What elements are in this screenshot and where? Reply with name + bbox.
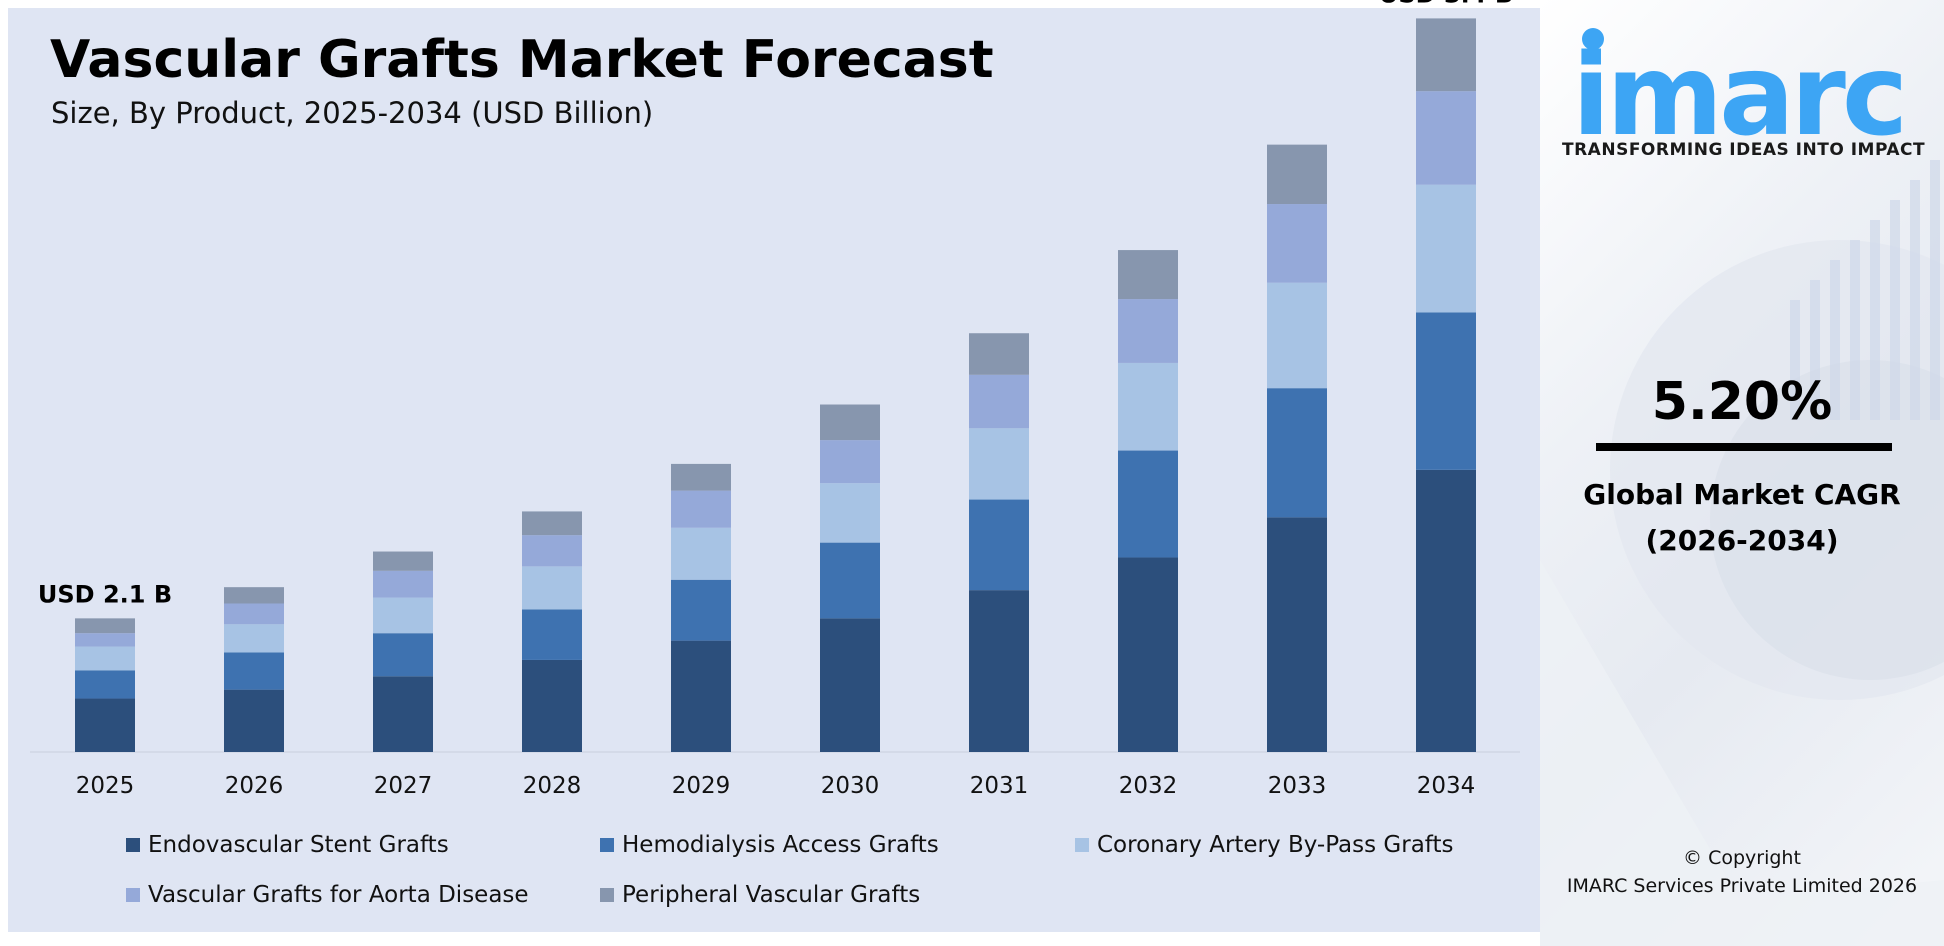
- bar-segment-2030-4: [820, 440, 880, 484]
- bar-segment-2028-4: [522, 535, 582, 567]
- bar-segment-2027-2: [373, 633, 433, 677]
- chart-subtitle: Size, By Product, 2025-2034 (USD Billion…: [51, 96, 654, 130]
- side-panel: imarc TRANSFORMING IDEAS INTO IMPACT 5.2…: [1540, 0, 1944, 946]
- x-tick-label: 2028: [523, 773, 582, 799]
- bar-segment-2031-2: [969, 499, 1029, 591]
- bar-segment-2026-5: [224, 587, 284, 604]
- stacked-bar-chart: 2025 2026 2027 2028 2029 2030 2031 2032 2033 2034…: [30, 0, 1520, 799]
- bar-segment-2025-3: [75, 646, 135, 671]
- x-tick-label: 2033: [1268, 773, 1327, 799]
- bar-segment-2026-2: [224, 652, 284, 690]
- bar-segment-2027-3: [373, 597, 433, 634]
- bar-segment-2028-3: [522, 566, 582, 610]
- x-tick-label: 2029: [672, 773, 731, 799]
- cagr-value: 5.20%: [1651, 372, 1833, 432]
- bar-segment-2027-1: [373, 676, 433, 752]
- bar-segment-2027-5: [373, 551, 433, 571]
- bar-segment-2033-1: [1267, 517, 1327, 752]
- bar-segment-2032-3: [1118, 362, 1178, 451]
- cagr-divider: [1596, 443, 1892, 451]
- copyright-line-1: © Copyright: [1683, 847, 1801, 869]
- bar-segment-2030-3: [820, 483, 880, 543]
- cagr-label-line-1: Global Market CAGR: [1583, 478, 1901, 511]
- legend-label: Peripheral Vascular Grafts: [622, 882, 921, 908]
- cagr-label-line-2: (2026-2034): [1645, 524, 1839, 557]
- legend-item-1: Endovascular Stent Grafts: [126, 832, 449, 858]
- cagr-label: Global Market CAGR (2026-2034): [1540, 472, 1944, 564]
- bar-segment-2034-5: [1416, 18, 1476, 92]
- bar-segment-2029-5: [671, 463, 731, 491]
- legend-swatch: [600, 838, 614, 852]
- bar-segment-2032-2: [1118, 450, 1178, 558]
- bar-segment-2034-2: [1416, 312, 1476, 470]
- legend-item-5: Peripheral Vascular Grafts: [600, 882, 920, 908]
- bar-segment-2026-4: [224, 603, 284, 625]
- logo-text: imarc: [1572, 31, 1908, 161]
- bar-segment-2028-1: [522, 659, 582, 752]
- legend-label: Hemodialysis Access Grafts: [622, 832, 939, 858]
- x-tick-label: 2031: [970, 773, 1029, 799]
- bar-segment-2032-5: [1118, 250, 1178, 300]
- x-tick-label: 2034: [1417, 773, 1476, 799]
- bar-segment-2030-2: [820, 542, 880, 619]
- bar-segment-2034-4: [1416, 91, 1476, 185]
- bar-segment-2031-3: [969, 428, 1029, 500]
- bar-segment-2030-1: [820, 618, 880, 752]
- x-tick-label: 2032: [1119, 773, 1178, 799]
- x-tick-label: 2025: [76, 773, 135, 799]
- legend-label: Vascular Grafts for Aorta Disease: [148, 882, 529, 908]
- bar-segment-2027-4: [373, 570, 433, 598]
- bar-segment-2026-1: [224, 689, 284, 752]
- logo-tagline: TRANSFORMING IDEAS INTO IMPACT: [1562, 140, 1926, 160]
- total-annotation-2034: USD 3.4 B: [1379, 0, 1513, 8]
- legend-swatch: [126, 838, 140, 852]
- legend-swatch: [126, 888, 140, 902]
- bar-segment-2029-3: [671, 527, 731, 580]
- bar-segment-2034-1: [1416, 469, 1476, 752]
- bar-segment-2028-5: [522, 511, 582, 536]
- x-tick-label: 2026: [225, 773, 284, 799]
- x-tick-label: 2027: [374, 773, 433, 799]
- total-annotation-2025: USD 2.1 B: [38, 580, 172, 608]
- bar-segment-2026-3: [224, 624, 284, 653]
- legend-item-3: Coronary Artery By-Pass Grafts: [1075, 832, 1454, 858]
- chart-title: Vascular Grafts Market Forecast: [50, 30, 994, 90]
- x-tick-label: 2030: [821, 773, 880, 799]
- bar-segment-2033-2: [1267, 388, 1327, 518]
- bar-segment-2025-5: [75, 618, 135, 634]
- copyright: © Copyright IMARC Services Private Limit…: [1540, 844, 1944, 900]
- bar-segment-2025-1: [75, 698, 135, 752]
- bar-segment-2031-4: [969, 374, 1029, 429]
- bar-segment-2033-5: [1267, 144, 1327, 205]
- bar-segment-2034-3: [1416, 184, 1476, 313]
- bar-segment-2033-4: [1267, 204, 1327, 283]
- legend-item-2: Hemodialysis Access Grafts: [600, 832, 939, 858]
- bar-segment-2030-5: [820, 404, 880, 441]
- legend-swatch: [600, 888, 614, 902]
- legend-label: Coronary Artery By-Pass Grafts: [1097, 832, 1454, 858]
- legend-label: Endovascular Stent Grafts: [148, 832, 449, 858]
- bar-segment-2033-3: [1267, 282, 1327, 389]
- bar-segment-2032-4: [1118, 299, 1178, 363]
- legend-swatch: [1075, 838, 1089, 852]
- bar-segment-2031-5: [969, 333, 1029, 375]
- bar-segment-2025-4: [75, 633, 135, 647]
- logo-dot-icon: [1582, 28, 1604, 50]
- bar-segment-2029-1: [671, 640, 731, 752]
- bar-segment-2032-1: [1118, 557, 1178, 752]
- bar-segment-2029-2: [671, 579, 731, 641]
- background-decoration: [1540, 160, 1944, 946]
- legend-item-4: Vascular Grafts for Aorta Disease: [126, 882, 529, 908]
- bar-segment-2029-4: [671, 490, 731, 528]
- copyright-line-2: IMARC Services Private Limited 2026: [1566, 875, 1918, 897]
- bar-segment-2025-2: [75, 670, 135, 699]
- bar-segment-2031-1: [969, 590, 1029, 752]
- bar-segment-2028-2: [522, 609, 582, 660]
